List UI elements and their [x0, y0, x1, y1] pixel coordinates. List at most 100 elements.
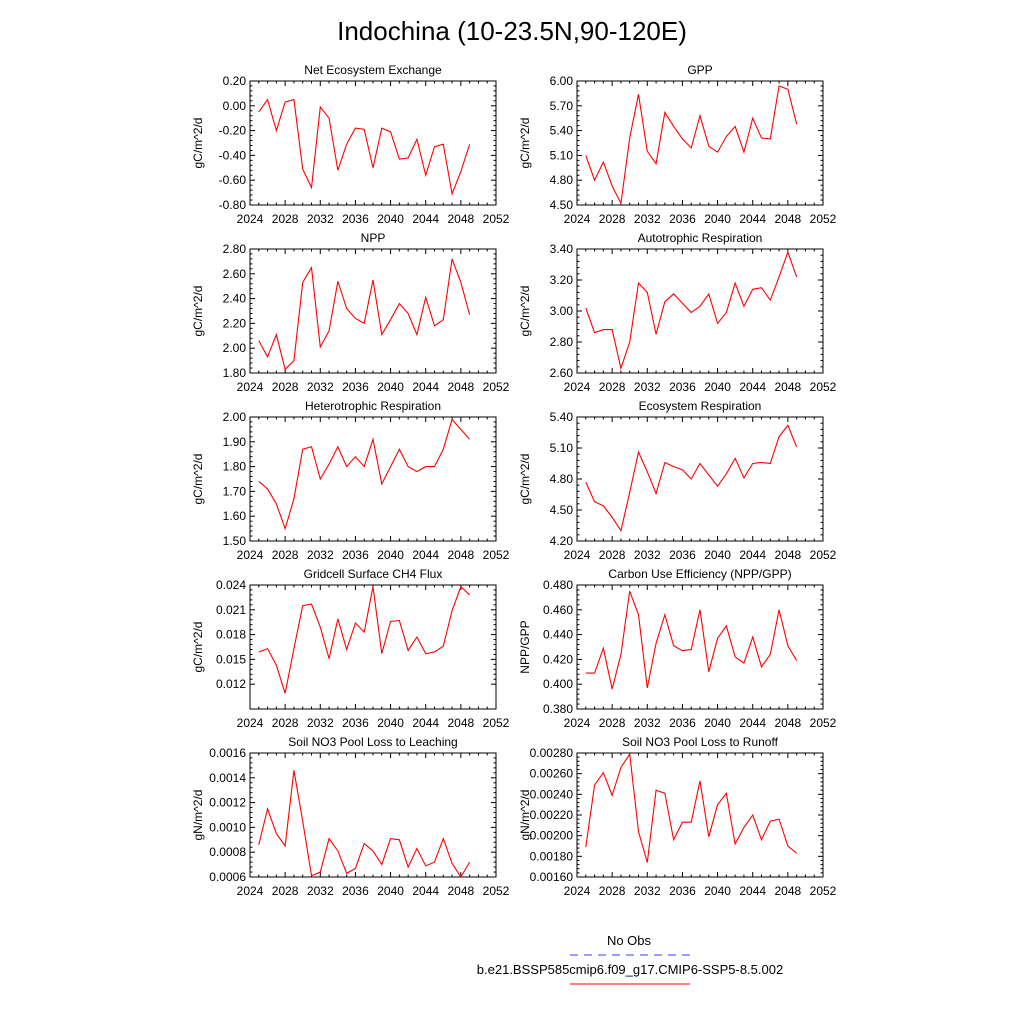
y-axis-label: gC/m^2/d: [191, 286, 205, 337]
y-tick-label: 2.60: [223, 267, 247, 281]
y-tick-label: 3.20: [550, 273, 574, 287]
x-tick-label: 2040: [377, 380, 404, 394]
plot-frame: [249, 248, 497, 374]
plot-frame: [576, 80, 824, 206]
y-tick-label: 1.50: [223, 534, 247, 548]
y-axis-label: NPP/GPP: [518, 620, 532, 673]
x-tick-label: 2040: [704, 884, 731, 898]
y-tick-label: 0.380: [543, 702, 573, 716]
y-tick-label: 5.40: [550, 124, 574, 138]
chart-panel: Ecosystem Respiration 5.40 5.10 4.80 4.50 4.2…: [518, 399, 837, 562]
y-axis-label: gC/m^2/d: [191, 622, 205, 673]
x-tick-label: 2048: [775, 380, 802, 394]
x-tick-label: 2044: [739, 884, 766, 898]
y-axis-label: gC/m^2/d: [518, 118, 532, 169]
series-line: [258, 418, 471, 531]
x-tick-label: 2028: [272, 548, 299, 562]
x-tick-label: 2052: [483, 716, 510, 730]
y-axis-label: gC/m^2/d: [191, 454, 205, 505]
series-line: [585, 250, 798, 371]
x-tick-label: 2028: [599, 716, 626, 730]
x-tick-label: 2052: [483, 548, 510, 562]
x-tick-label: 2036: [669, 380, 696, 394]
chart-title: Gridcell Surface CH4 Flux: [304, 567, 443, 581]
x-tick-label: 2024: [564, 716, 591, 730]
y-tick-label: 4.50: [550, 198, 574, 212]
chart-title: GPP: [687, 63, 712, 77]
chart-panel: Heterotrophic Respiration 2.00 1.90 1.80 1.7…: [191, 399, 510, 562]
x-tick-label: 2024: [564, 548, 591, 562]
series-line: [585, 424, 798, 533]
y-tick-label: 0.00200: [530, 829, 574, 843]
x-tick-label: 2028: [272, 884, 299, 898]
x-tick-label: 2048: [775, 884, 802, 898]
x-tick-label: 2036: [669, 212, 696, 226]
chart-panel: Soil NO3 Pool Loss to Runoff 0.00280 0.002…: [518, 735, 837, 898]
y-tick-label: 0.0014: [209, 771, 246, 785]
plot-frame: [576, 752, 824, 878]
x-tick-label: 2052: [810, 716, 837, 730]
legend-model-label: b.e21.BSSP585cmip6.f09_g17.CMIP6-SSP5-8.…: [477, 962, 783, 977]
y-tick-label: 0.012: [216, 677, 246, 691]
y-tick-label: 5.10: [550, 441, 574, 455]
y-tick-label: 0.0006: [209, 870, 246, 884]
x-tick-label: 2040: [704, 716, 731, 730]
x-tick-label: 2044: [412, 212, 439, 226]
x-tick-label: 2032: [634, 380, 661, 394]
y-tick-label: 0.0012: [209, 796, 246, 810]
y-tick-label: 0.015: [216, 652, 246, 666]
x-tick-label: 2024: [237, 548, 264, 562]
figure-title: Indochina (10-23.5N,90-120E): [337, 16, 687, 46]
x-tick-label: 2032: [307, 716, 334, 730]
x-tick-label: 2044: [412, 884, 439, 898]
x-tick-label: 2032: [307, 884, 334, 898]
y-tick-label: 0.021: [216, 603, 246, 617]
y-tick-label: 1.90: [223, 435, 247, 449]
y-tick-label: 0.420: [543, 652, 573, 666]
x-tick-label: 2036: [342, 716, 369, 730]
y-tick-label: -0.40: [219, 148, 247, 162]
series-line: [258, 770, 471, 879]
y-tick-label: 5.70: [550, 99, 574, 113]
plot-frame: [576, 584, 824, 710]
x-tick-label: 2024: [237, 212, 264, 226]
y-tick-label: 2.60: [550, 366, 574, 380]
y-tick-label: -0.80: [219, 198, 247, 212]
x-tick-label: 2032: [307, 380, 334, 394]
plot-frame: [249, 584, 497, 710]
x-tick-label: 2036: [669, 716, 696, 730]
y-tick-label: 2.80: [223, 242, 247, 256]
series-line: [585, 85, 798, 206]
x-tick-label: 2044: [739, 716, 766, 730]
y-tick-label: 2.20: [223, 316, 247, 330]
y-tick-label: 0.018: [216, 628, 246, 642]
x-tick-label: 2024: [237, 884, 264, 898]
x-tick-label: 2028: [599, 884, 626, 898]
y-tick-label: 0.0016: [209, 746, 246, 760]
x-tick-label: 2044: [412, 716, 439, 730]
chart-panel: Net Ecosystem Exchange 0.20 0.00 -0.20 -0.40…: [191, 63, 510, 226]
x-tick-label: 2032: [634, 212, 661, 226]
y-tick-label: 5.10: [550, 148, 574, 162]
x-tick-label: 2044: [739, 212, 766, 226]
plot-frame: [249, 80, 497, 206]
x-tick-label: 2048: [775, 212, 802, 226]
x-tick-label: 2044: [412, 380, 439, 394]
chart-panel: Soil NO3 Pool Loss to Leaching 0.0016 0.00…: [191, 735, 510, 898]
y-tick-label: 0.20: [223, 74, 247, 88]
x-tick-label: 2040: [704, 212, 731, 226]
x-tick-label: 2028: [599, 380, 626, 394]
x-tick-label: 2024: [237, 380, 264, 394]
plot-frame: [576, 248, 824, 374]
x-tick-label: 2048: [775, 548, 802, 562]
chart-title: Soil NO3 Pool Loss to Leaching: [288, 735, 457, 749]
x-tick-label: 2036: [342, 884, 369, 898]
series-line: [258, 98, 471, 196]
series-line: [585, 752, 797, 863]
y-tick-label: 0.00280: [530, 746, 574, 760]
y-tick-label: 0.0008: [209, 845, 246, 859]
chart-title: NPP: [361, 231, 386, 245]
x-tick-label: 2052: [483, 212, 510, 226]
x-tick-label: 2040: [377, 884, 404, 898]
legend: No Obs b.e21.BSSP585cmip6.f09_g17.CMIP6-…: [477, 933, 783, 985]
